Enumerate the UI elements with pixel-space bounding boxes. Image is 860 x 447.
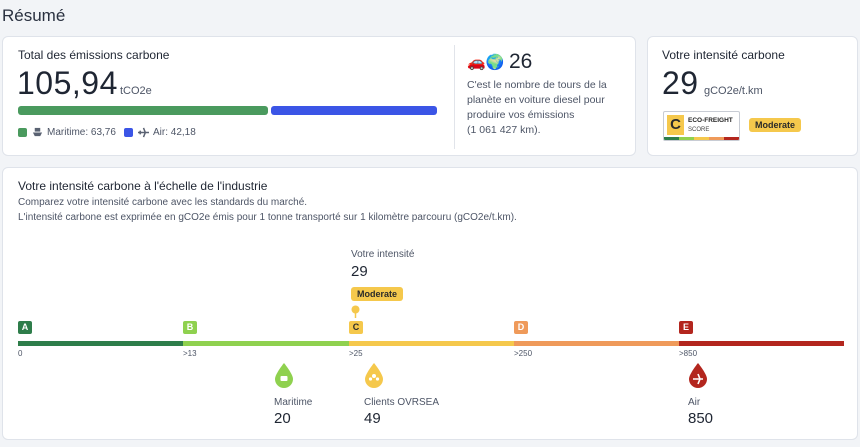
your-intensity-label: Votre intensité <box>351 249 415 260</box>
car-globe-icon: 🚗🌍 <box>467 54 505 71</box>
grade-b-tick: >13 <box>183 349 197 358</box>
tours-value: 26 <box>509 50 533 73</box>
your-intensity-badge: Moderate <box>351 287 404 301</box>
total-emissions-title: Total des émissions carbone <box>18 48 170 62</box>
industry-title: Votre intensité carbone à l'échelle de l… <box>18 179 268 193</box>
intensity-title: Votre intensité carbone <box>662 48 785 62</box>
intensity-badge: Moderate <box>749 118 802 132</box>
page-title: Résumé <box>2 6 66 25</box>
grade-b-label: B <box>183 321 197 334</box>
air-marker-icon <box>689 363 707 388</box>
clients-marker-label: Clients OVRSEA <box>364 397 440 408</box>
maritime-marker-icon <box>275 363 293 388</box>
your-intensity-pin-icon <box>351 305 360 318</box>
grade-a-segment <box>18 341 183 346</box>
air-marker-value: 850 <box>688 410 714 427</box>
card-divider <box>454 45 455 149</box>
air-emissions-bar <box>271 106 437 115</box>
ship-icon <box>32 127 43 137</box>
maritime-marker-value: 20 <box>274 410 291 427</box>
grade-e-label: E <box>679 321 693 334</box>
clients-marker-icon <box>365 363 383 388</box>
tours-description-line: planète en voiture diesel pour <box>467 94 605 106</box>
maritime-emissions-bar <box>18 106 268 115</box>
industry-description-1: Comparez votre intensité carbone avec le… <box>18 197 308 208</box>
air-legend-label: Air: 42,18 <box>153 127 196 138</box>
eco-score-sub: SCORE <box>688 127 710 133</box>
carbon-intensity-card: Votre intensité carbone 29 gCO2e/t.km C … <box>647 36 858 156</box>
intensity-value: 29 <box>662 65 699 101</box>
air-legend-swatch <box>124 128 133 137</box>
total-emissions-card: Total des émissions carbone 105,94 tCO2e… <box>2 36 636 156</box>
your-intensity-value: 29 <box>351 263 368 280</box>
total-emissions-unit: tCO2e <box>120 85 152 97</box>
grade-a-tick: 0 <box>18 349 23 358</box>
tours-description-line: (1 061 427 km). <box>467 124 541 136</box>
eco-freight-score: C ECO-FREIGHT SCORE <box>663 111 740 141</box>
grade-d-label: D <box>514 321 528 334</box>
eco-score-stripe <box>664 137 739 140</box>
industry-description-2: L'intensité carbone est exprimée en gCO2… <box>18 212 517 223</box>
tours-description: C'est le nombre de tours de la planète e… <box>467 78 607 138</box>
total-emissions-value: 105,94 <box>17 65 118 101</box>
eco-score-letter: C <box>667 115 684 135</box>
maritime-marker-label: Maritime <box>274 397 313 408</box>
grade-c-tick: >25 <box>349 349 363 358</box>
grade-a-label: A <box>18 321 32 334</box>
grade-c-label: C <box>349 321 363 334</box>
grade-e-tick: >850 <box>679 349 698 358</box>
air-marker-label: Air <box>688 397 701 408</box>
grade-d-segment <box>514 341 679 346</box>
intensity-unit: gCO2e/t.km <box>704 85 763 97</box>
grade-b-segment <box>183 341 349 346</box>
plane-icon <box>138 127 149 138</box>
grade-e-segment <box>679 341 844 346</box>
maritime-legend-swatch <box>18 128 27 137</box>
industry-scale-card: Votre intensité carbone à l'échelle de l… <box>2 167 858 440</box>
eco-score-name: ECO-FREIGHT <box>688 117 733 124</box>
grade-d-tick: >250 <box>514 349 533 358</box>
tours-description-line: produire vos émissions <box>467 109 575 121</box>
clients-marker-value: 49 <box>364 410 381 427</box>
tours-description-line: C'est le nombre de tours de la <box>467 79 607 91</box>
maritime-legend-label: Maritime: 63,76 <box>47 127 116 138</box>
grade-c-segment <box>349 341 514 346</box>
